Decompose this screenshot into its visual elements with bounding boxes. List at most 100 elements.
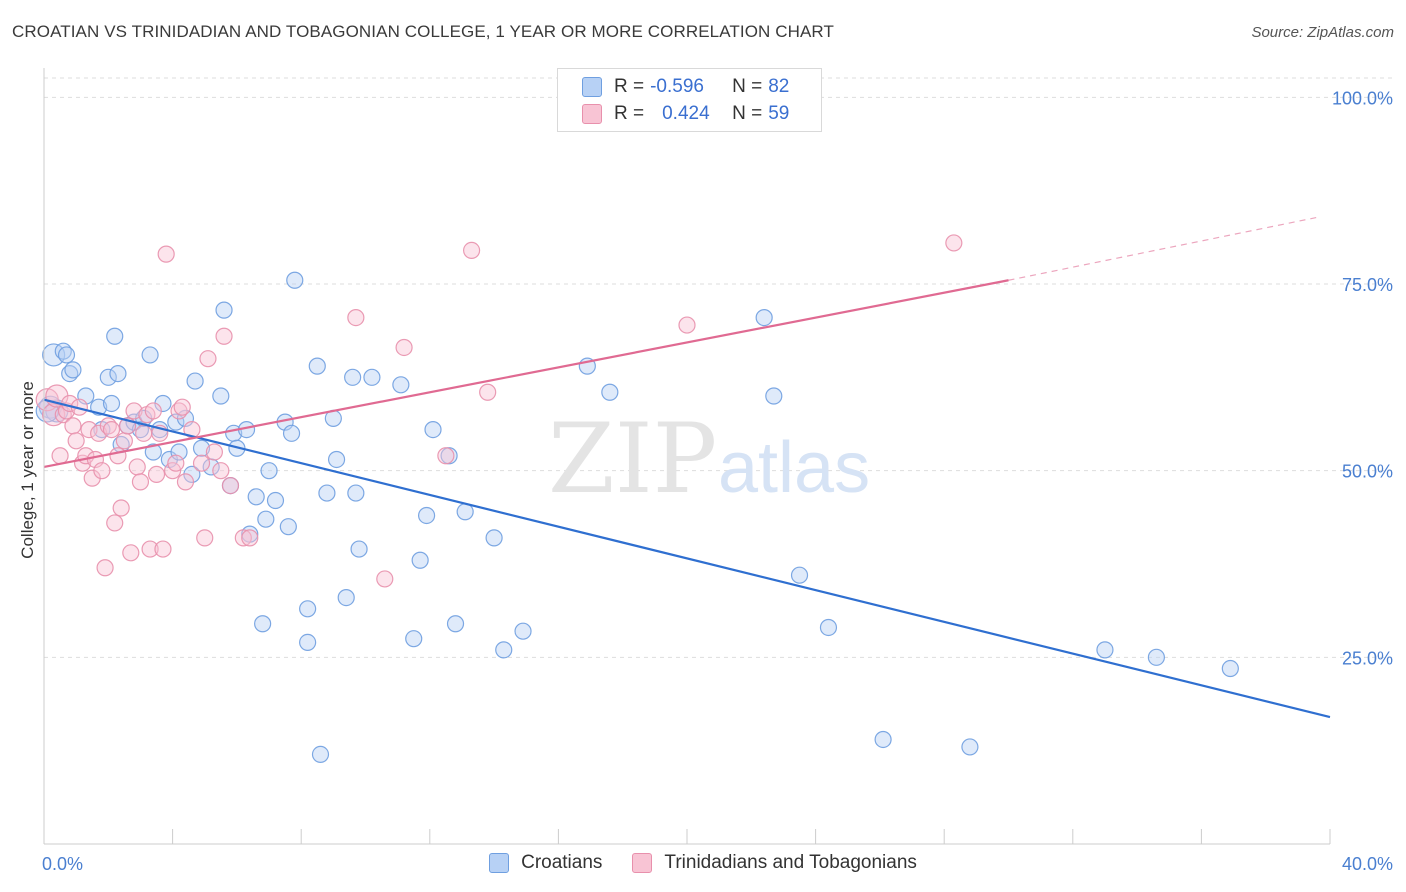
legend-r-label: R =	[614, 103, 645, 124]
trinidadian-point	[212, 462, 230, 480]
croatian-point	[318, 484, 336, 502]
trinidadian-point	[96, 559, 114, 577]
trinidadian-point	[215, 327, 233, 345]
croatian-point	[257, 510, 275, 528]
y-axis-label: College, 1 year or more	[18, 381, 37, 559]
croatian-point	[874, 730, 892, 749]
croatian-point	[64, 361, 82, 379]
trinidadians-swatch	[582, 104, 602, 124]
correlation-legend: R = -0.596 N = 82 R = 0.424 N = 59	[557, 68, 822, 132]
croatian-point	[109, 365, 127, 383]
trinidadian-point	[122, 544, 140, 562]
croatian-point	[424, 421, 442, 439]
croatian-point	[42, 343, 66, 367]
croatian-point	[392, 376, 410, 394]
trinidadian-point	[106, 514, 124, 532]
croatian-point	[247, 488, 265, 506]
croatian-point	[405, 630, 423, 648]
trinidadian-point	[192, 454, 211, 472]
trinidadian-point	[64, 417, 82, 435]
croatians-legend-label: Croatians	[521, 852, 603, 873]
trinidadian-point	[141, 540, 159, 558]
chart-title: CROATIAN VS TRINIDADIAN AND TOBAGONIAN C…	[12, 22, 834, 41]
croatians-points	[35, 271, 1239, 764]
source-label: Source: ZipAtlas.com	[1251, 24, 1394, 41]
trinidadian-point	[109, 447, 127, 465]
trinidadian-point	[93, 462, 111, 480]
trinidadian-point	[395, 338, 413, 357]
trinidadian-point	[128, 458, 146, 476]
croatian-point	[337, 588, 355, 607]
croatian-point	[192, 439, 211, 457]
croatian-point	[363, 368, 381, 386]
croatian-point	[99, 368, 117, 386]
trinidadians-n-value: 59	[768, 103, 790, 124]
legend-r-label: R =	[614, 76, 645, 97]
croatian-point	[350, 540, 368, 558]
croatian-point	[260, 462, 278, 480]
legend-n-label: N =	[732, 103, 763, 124]
croatian-point	[347, 484, 365, 502]
croatian-point	[299, 633, 317, 652]
croatian-point	[327, 450, 346, 469]
croatian-point	[106, 327, 124, 345]
trinidadian-point	[167, 454, 185, 472]
croatian-point	[215, 301, 233, 319]
trinidadians-r-value: 0.424	[662, 103, 710, 124]
trinidadian-point	[437, 447, 455, 465]
croatian-point	[279, 518, 297, 536]
x-tick-label: 0.0%	[42, 854, 83, 874]
trinidadian-point	[173, 398, 191, 416]
trinidadian-point	[102, 421, 121, 439]
croatian-point	[186, 372, 204, 390]
trinidadian-point	[125, 402, 143, 420]
legend-item-trinidadians[interactable]: Trinidadians and Tobagonians	[632, 852, 917, 874]
croatian-point	[167, 413, 185, 431]
trinidadian-point	[347, 309, 365, 327]
series-legend: Croatians Trinidadians and Tobagonians	[0, 852, 1406, 874]
trinidadian-point	[241, 529, 259, 547]
trinidadian-point	[376, 570, 394, 588]
trinidadian-point	[945, 234, 963, 252]
trinidadian-point	[135, 424, 153, 442]
data-points	[35, 234, 1239, 764]
y-tick-label: 75.0%	[1342, 275, 1393, 295]
croatian-point	[254, 615, 272, 633]
y-tick-label: 50.0%	[1342, 462, 1393, 482]
grid-lines	[44, 77, 1392, 658]
y-tick-label: 100.0%	[1332, 88, 1393, 108]
croatian-point	[311, 745, 330, 764]
croatian-point	[1096, 641, 1114, 659]
croatian-point	[299, 600, 317, 618]
trend-lines	[43, 216, 1331, 719]
croatian-point	[144, 443, 162, 461]
trinidadian-point	[678, 316, 696, 334]
croatian-point	[1221, 659, 1239, 678]
trinidadian-point	[479, 383, 497, 401]
x-tick-label: 40.0%	[1342, 854, 1393, 874]
trinidadian-point	[154, 540, 172, 558]
croatian-point	[57, 346, 76, 364]
legend-item-croatians[interactable]: Croatians	[489, 852, 602, 874]
croatian-point	[308, 357, 326, 375]
trinidadians-trend-line	[43, 279, 1009, 469]
croatian-point	[601, 383, 619, 401]
trinidadian-point	[157, 245, 175, 263]
trinidadians-legend-swatch	[632, 853, 653, 873]
croatians-swatch	[582, 77, 602, 97]
croatian-point	[282, 424, 301, 442]
croatian-point	[417, 506, 436, 525]
trinidadian-point	[234, 529, 252, 547]
trinidadian-point	[199, 350, 217, 368]
croatian-point	[411, 551, 429, 569]
croatian-point	[286, 271, 304, 289]
trinidadian-point	[221, 477, 240, 495]
croatian-point	[170, 443, 188, 461]
croatians-r-value: -0.596	[650, 76, 704, 97]
trinidadian-point	[80, 421, 98, 439]
croatian-point	[266, 491, 285, 510]
croatian-point	[961, 738, 979, 756]
croatian-point	[495, 641, 513, 659]
y-tick-label: 25.0%	[1342, 648, 1393, 668]
